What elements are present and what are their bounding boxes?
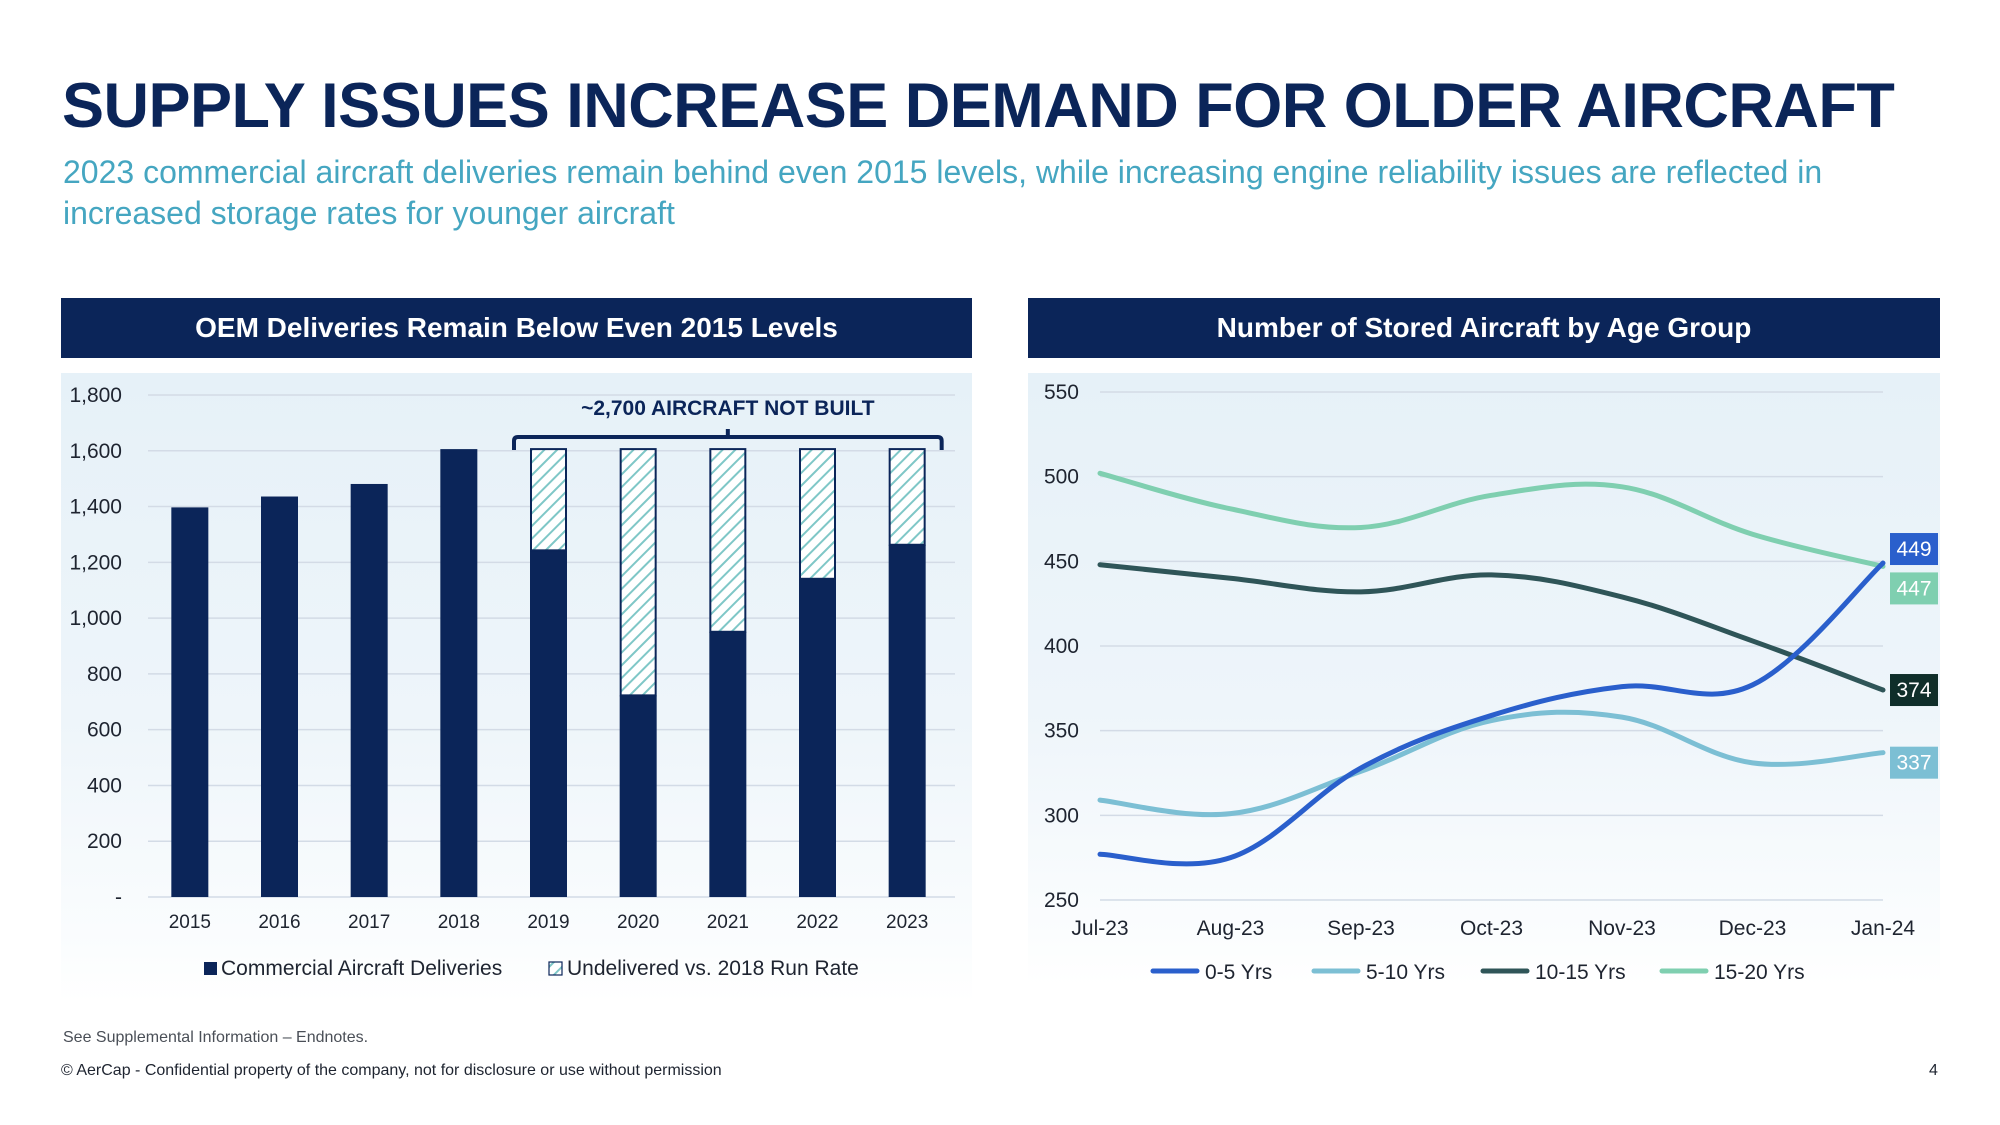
y-tick-label: 550 [1044,381,1079,404]
legend-label: 5-10 Yrs [1366,961,1445,984]
x-tick-label: 2019 [527,912,569,933]
x-tick-label: 2016 [258,912,300,933]
bar-deliveries-2019 [530,550,567,897]
y-tick-label: 600 [87,719,122,742]
x-tick-label: Aug-23 [1197,917,1265,940]
line-series-10-15-yrs [1097,562,1886,693]
line-chart-panel [1028,373,1940,985]
y-tick-label: 1,600 [69,440,122,463]
line-series-15-20-yrs [1097,470,1886,569]
x-tick-label: 2020 [617,912,659,933]
x-tick-label: Dec-23 [1719,917,1787,940]
bar-deliveries-2018 [440,449,478,897]
legend-swatch-deliveries [204,962,217,975]
y-tick-label: 1,400 [69,496,122,519]
legend-label: 10-15 Yrs [1535,961,1626,984]
bar-deliveries-2022 [799,578,836,897]
x-tick-label: Sep-23 [1327,917,1395,940]
legend-label-undelivered: Undelivered vs. 2018 Run Rate [567,957,859,980]
line-chart-header: Number of Stored Aircraft by Age Group [1028,298,1940,358]
end-label-value: 374 [1896,679,1931,702]
x-tick-label: 2023 [886,912,928,933]
y-tick-label: 1,000 [69,607,122,630]
page-number: 4 [1929,1062,1938,1079]
bar-undelivered-2021 [709,448,747,633]
annotation-label: ~2,700 AIRCRAFT NOT BUILT [581,397,875,420]
bar-deliveries-2023 [888,544,926,897]
x-tick-label: 2015 [169,912,211,933]
bar-chart-header: OEM Deliveries Remain Below Even 2015 Le… [61,298,972,358]
end-label-value: 337 [1896,752,1931,775]
legend-label: 0-5 Yrs [1205,961,1272,984]
y-tick-label: 200 [87,830,122,853]
y-tick-label: 400 [87,774,122,797]
x-tick-label: 2017 [348,912,390,933]
y-tick-label: 300 [1044,804,1079,827]
y-tick-label: 500 [1044,466,1079,489]
slide-subtitle: 2023 commercial aircraft deliveries rema… [63,154,1823,231]
line-series-0-5-yrs [1097,560,1886,867]
footnote: See Supplemental Information – Endnotes. [63,1029,369,1046]
bar-deliveries-2015 [171,507,209,897]
legend-label: 15-20 Yrs [1714,961,1805,984]
end-label-box [1890,674,1938,707]
y-tick-label: 800 [87,663,122,686]
bar-undelivered-2020 [619,448,657,697]
y-tick-label: 350 [1044,720,1079,743]
line-series-5-10-yrs [1097,709,1886,818]
x-tick-label: Jul-23 [1071,917,1128,940]
bar-undelivered-2019 [530,448,567,552]
x-tick-label: Oct-23 [1460,917,1523,940]
y-tick-label: 400 [1044,635,1079,658]
annotation-bracket [512,429,944,450]
end-label-box [1890,533,1938,566]
bar-undelivered-2022 [799,448,836,580]
y-tick-label: 1,200 [69,551,122,574]
end-label-box [1890,746,1938,779]
slide-title: SUPPLY ISSUES INCREASE DEMAND FOR OLDER … [62,71,1895,141]
y-tick-label: 450 [1044,550,1079,573]
end-label-box [1890,572,1938,605]
x-tick-label: 2021 [707,912,749,933]
legend-swatch-undelivered [548,961,563,976]
end-label-value: 447 [1896,577,1931,600]
bar-deliveries-2016 [261,496,298,897]
bar-deliveries-2017 [350,483,388,897]
bar-chart-title: OEM Deliveries Remain Below Even 2015 Le… [195,312,838,343]
x-tick-label: Jan-24 [1851,917,1916,940]
end-label-value: 449 [1896,538,1931,561]
bar-deliveries-2021 [709,631,747,897]
y-tick-label: - [115,886,122,909]
legend-label-deliveries: Commercial Aircraft Deliveries [221,957,502,980]
y-tick-label: 250 [1044,889,1079,912]
copyright-notice: © AerCap - Confidential property of the … [61,1062,722,1079]
bar-deliveries-2020 [619,695,657,897]
x-tick-label: 2018 [438,912,480,933]
line-chart-title: Number of Stored Aircraft by Age Group [1216,312,1752,343]
y-tick-label: 1,800 [69,384,122,407]
x-tick-label: 2022 [796,912,838,933]
x-tick-label: Nov-23 [1588,917,1656,940]
bar-undelivered-2023 [888,448,926,546]
